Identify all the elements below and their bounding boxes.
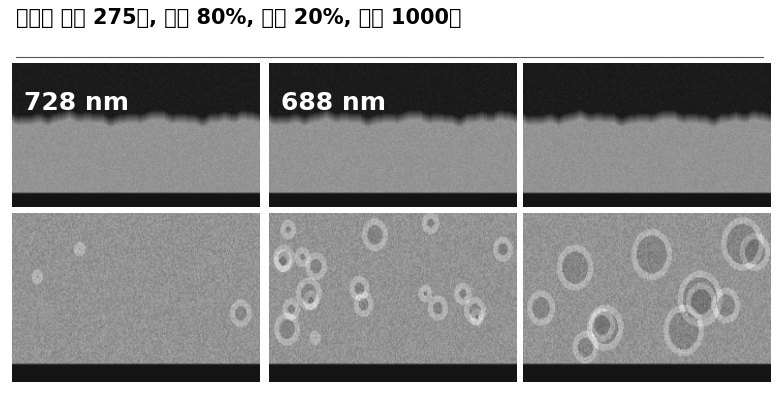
Text: 688 nm: 688 nm <box>281 91 386 115</box>
Text: 728 nm: 728 nm <box>24 91 129 115</box>
Text: 안정화 온도 275도, 질소 80%, 산소 20%, 탄화 1000도: 안정화 온도 275도, 질소 80%, 산소 20%, 탄화 1000도 <box>16 8 461 28</box>
